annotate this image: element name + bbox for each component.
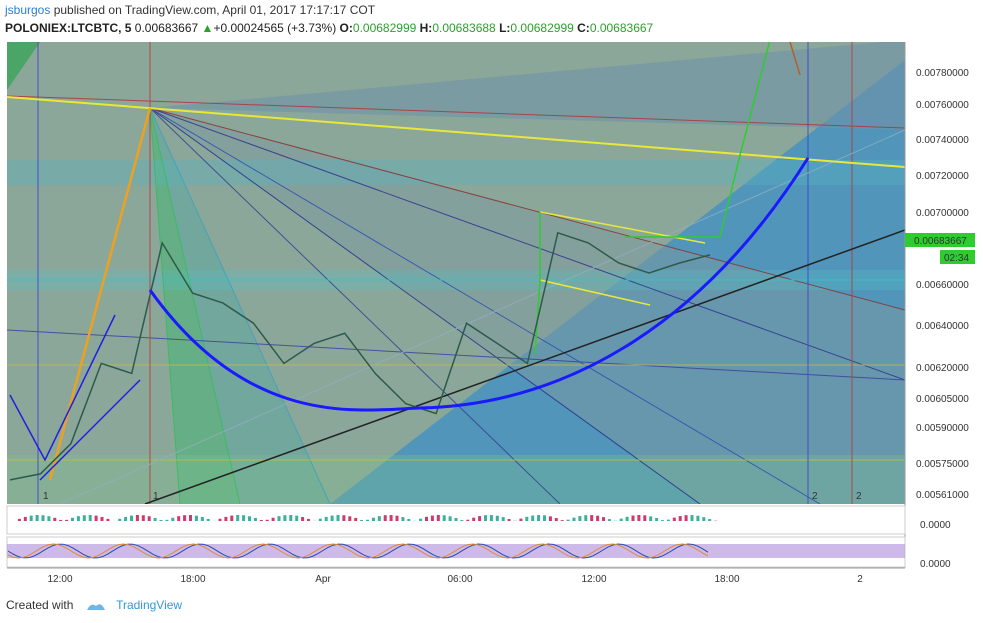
x-tick-label: 2: [857, 574, 863, 585]
marker-1-blue: 1: [43, 491, 49, 502]
y-tick-label: 0.00760000: [916, 100, 969, 111]
indicator-1-tick: 0.0000: [920, 520, 951, 531]
created-with-text: Created with: [6, 598, 74, 612]
drawing-layer: [7, 42, 905, 504]
price-series-line: [9, 231, 711, 481]
y-tick-label: 0.00640000: [916, 321, 969, 332]
countdown-badge: [940, 250, 975, 264]
high-value: 0.00683688: [432, 21, 496, 35]
y-tick-label: 0.00561000: [916, 490, 969, 501]
indicator-2-tick: 0.0000: [920, 559, 951, 570]
tradingview-logo-icon: [86, 604, 105, 610]
x-tick-label: 12:00: [47, 574, 72, 585]
x-tick-label: 06:00: [447, 574, 472, 585]
y-tick-label: 0.00700000: [916, 208, 969, 219]
y-tick-label: 0.00660000: [916, 280, 969, 291]
y-tick-label: 0.00575000: [916, 459, 969, 470]
tradingview-link[interactable]: TradingView: [116, 598, 183, 612]
indicator-1-bars: [17, 515, 718, 521]
low-value: 0.00682999: [510, 21, 574, 35]
open-value: 0.00682999: [352, 21, 417, 35]
indicator-2-lines: [7, 543, 709, 559]
symbol-info: POLONIEX:LTCBTC, 5 0.00683667 ▲+0.000245…: [5, 21, 653, 35]
marker-2-blue: 2: [812, 491, 818, 502]
high-label: H:: [419, 21, 433, 35]
x-tick-label: Apr: [315, 574, 331, 585]
close-label: C:: [577, 21, 590, 35]
close-value: 0.00683667: [589, 21, 654, 35]
last-price-badge-text: 0.00683667: [914, 236, 967, 247]
x-tick-label: 18:00: [714, 574, 739, 585]
x-tick-labels: 12:00 18:00 Apr 06:00 12:00 18:00 2: [47, 574, 863, 585]
y-tick-label: 0.00780000: [916, 68, 969, 79]
price-change: +0.00024565 (+3.73%): [213, 21, 337, 35]
marker-2-red: 2: [856, 491, 862, 502]
y-tick-labels: 0.00780000 0.00760000 0.00740000 0.00720000…: [916, 68, 969, 501]
x-tick-label: 18:00: [180, 574, 205, 585]
symbol-label: POLONIEX:LTCBTC, 5: [5, 21, 132, 35]
y-tick-label: 0.00720000: [916, 171, 969, 182]
y-tick-label: 0.00590000: [916, 423, 969, 434]
y-tick-label: 0.00605000: [916, 394, 969, 405]
low-label: L:: [499, 21, 511, 35]
last-price: 0.00683667: [134, 21, 199, 35]
last-price-badge: [905, 233, 975, 247]
footer: Created with TradingView: [6, 598, 182, 612]
countdown-text: 02:34: [944, 253, 969, 264]
username-link[interactable]: jsburgos: [5, 3, 51, 17]
open-label: O:: [339, 21, 353, 35]
y-tick-label: 0.00620000: [916, 363, 969, 374]
price-axis[interactable]: [905, 42, 983, 504]
y-tick-label: 0.00740000: [916, 135, 969, 146]
publish-info: jsburgos published on TradingView.com, A…: [5, 3, 375, 17]
x-tick-label: 12:00: [581, 574, 606, 585]
published-text: published on TradingView.com, April 01, …: [53, 3, 376, 17]
marker-1-red: 1: [153, 491, 159, 502]
up-arrow-icon: ▲: [201, 21, 214, 35]
